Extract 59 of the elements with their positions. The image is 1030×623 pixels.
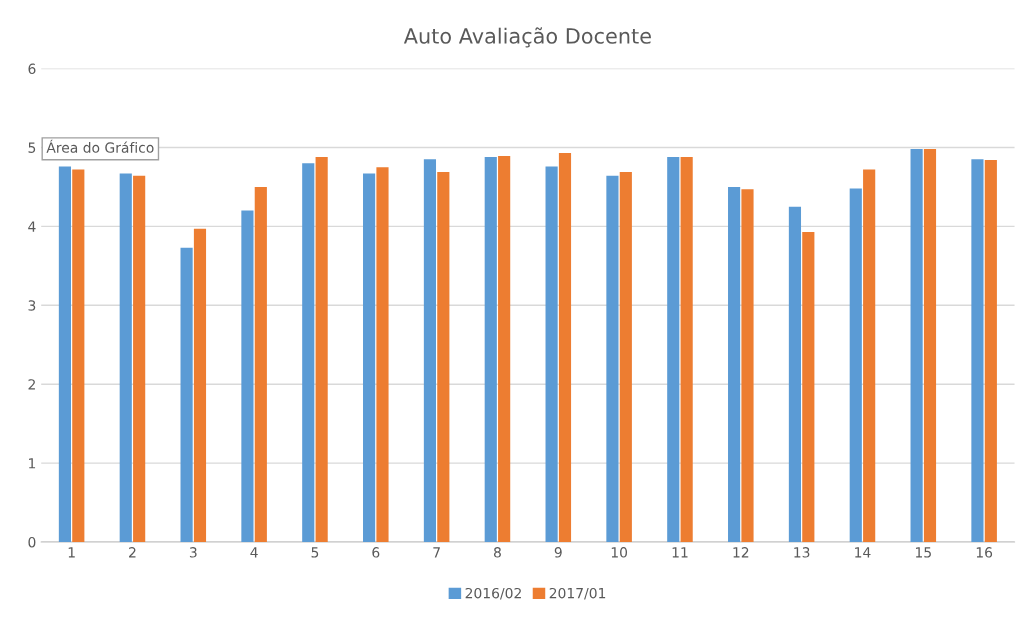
bar: [741, 189, 754, 543]
bar: [58, 166, 72, 543]
bar: [971, 159, 984, 543]
bar: [667, 156, 680, 543]
x-tick-label: 15: [915, 547, 931, 558]
bar: [254, 186, 267, 543]
bar: [923, 149, 937, 543]
x-tick-label: 4: [250, 547, 258, 558]
x-tick-label: 12: [733, 547, 749, 558]
x-tick-label: 1: [68, 547, 75, 558]
y-tick-label: 6: [28, 63, 36, 74]
y-tick-label: 4: [28, 221, 36, 232]
x-tick-label: 16: [976, 547, 993, 558]
bar: [72, 169, 85, 543]
x-tick-label: 7: [433, 547, 440, 558]
bar: [133, 175, 146, 543]
chart-title: Auto Avaliação Docente: [403, 27, 651, 48]
bar: [119, 173, 132, 543]
bar: [315, 156, 328, 543]
bar: [984, 160, 997, 543]
bar: [802, 231, 815, 543]
bar: [849, 188, 862, 543]
bar: [193, 228, 207, 543]
bar: [302, 163, 315, 543]
bar: [863, 169, 876, 543]
bar: [423, 159, 437, 543]
bar: [606, 175, 619, 543]
x-tick-label: 3: [189, 547, 197, 558]
bar: [363, 173, 376, 543]
bar: [498, 156, 511, 543]
x-tick-label: 13: [794, 547, 810, 558]
bar: [241, 210, 254, 543]
bar: [545, 166, 558, 543]
bar: [180, 247, 193, 543]
x-tick-label: 14: [855, 547, 871, 558]
y-tick-label: 5: [28, 142, 36, 153]
x-tick-label: 10: [611, 547, 628, 558]
x-tick-label: 11: [672, 547, 688, 558]
bar: [728, 186, 741, 543]
bar: [437, 171, 450, 543]
annotation: Área do Gráfico: [46, 139, 154, 153]
y-tick-label: 2: [28, 379, 35, 390]
bar: [484, 156, 497, 543]
x-tick-label: 9: [554, 547, 562, 558]
y-tick-label: 3: [28, 300, 36, 311]
x-tick-label: 5: [311, 547, 319, 558]
legend-label: 2016/02: [465, 587, 521, 600]
x-tick-label: 2: [129, 547, 136, 558]
x-tick-label: 8: [493, 547, 501, 558]
bar: [910, 149, 923, 543]
y-tick-label: 1: [29, 458, 36, 469]
bar: [788, 206, 802, 543]
bar: [558, 152, 572, 543]
bar: [680, 156, 693, 543]
y-tick-label: 0: [28, 536, 36, 548]
x-tick-label: 6: [372, 547, 380, 558]
bar: [619, 171, 632, 543]
legend-label: 2017/01: [549, 587, 606, 600]
bar: [376, 167, 389, 543]
